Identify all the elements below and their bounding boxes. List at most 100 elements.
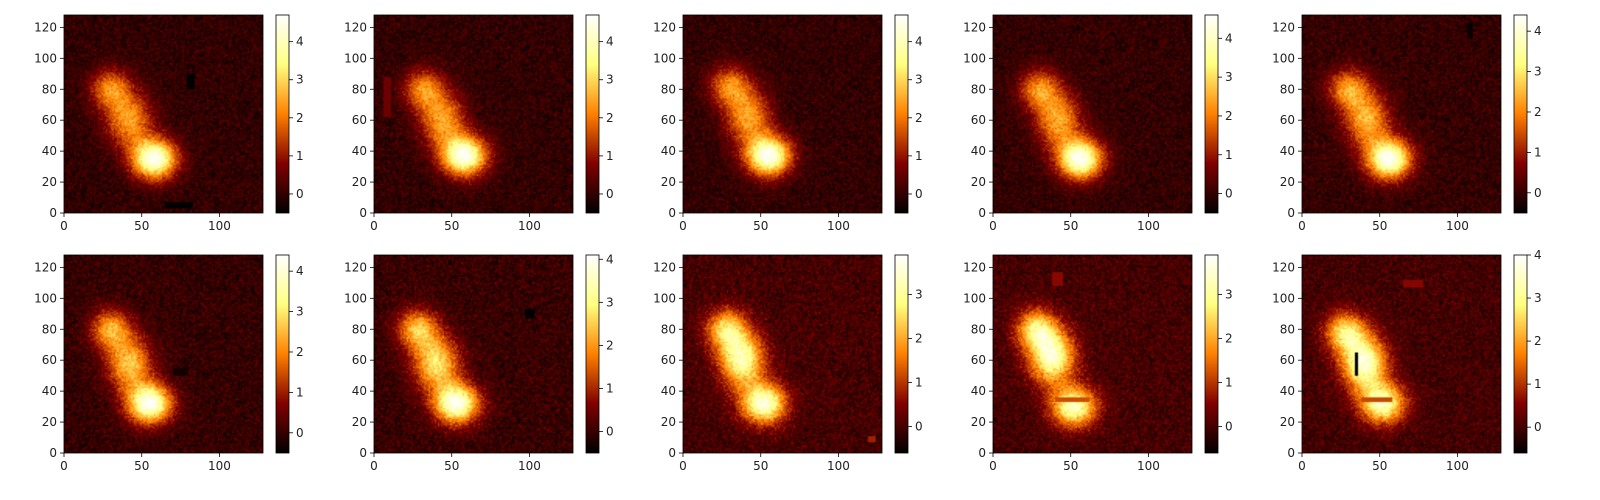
panel-4: 0 50 100 0 20 40 60 80 100 120 0 1 2 3 4 xyxy=(963,14,1233,233)
colorbar-tick-label: 3 xyxy=(915,73,923,87)
colorbar-tick-label: 0 xyxy=(1225,187,1233,201)
x-tick-label: 100 xyxy=(518,459,541,473)
colorbar-tick-label: 4 xyxy=(1534,24,1542,38)
y-tick-label: 80 xyxy=(352,82,367,96)
y-tick-label: 0 xyxy=(1287,206,1295,220)
y-tick-label: 80 xyxy=(661,322,676,336)
y-tick-label: 0 xyxy=(49,446,57,460)
colorbar xyxy=(1513,14,1528,214)
colorbar-tick-label: 3 xyxy=(1225,70,1233,84)
colorbar-tick-label: 2 xyxy=(606,111,614,125)
y-tick-label: 60 xyxy=(42,353,57,367)
y-tick-label: 120 xyxy=(963,20,986,34)
colorbar-tick-label: 1 xyxy=(606,149,614,163)
y-tick-label: 60 xyxy=(661,353,676,367)
heatmap-image xyxy=(1302,15,1501,213)
y-tick-label: 80 xyxy=(971,82,986,96)
colorbar-tick-label: 1 xyxy=(296,385,304,399)
x-tick-label: 100 xyxy=(1446,219,1469,233)
x-tick-label: 100 xyxy=(827,219,850,233)
x-tick-label: 50 xyxy=(134,459,149,473)
x-tick-label: 50 xyxy=(444,219,459,233)
x-tick-label: 100 xyxy=(1137,459,1160,473)
y-tick-label: 120 xyxy=(344,260,367,274)
y-tick-label: 80 xyxy=(1280,82,1295,96)
colorbar-tick-label: 2 xyxy=(1225,109,1233,123)
y-tick-label: 100 xyxy=(1272,291,1295,305)
y-tick-label: 60 xyxy=(352,353,367,367)
colorbar-tick-label: 3 xyxy=(606,73,614,87)
axes-frame xyxy=(682,14,883,214)
y-tick-label: 40 xyxy=(352,144,367,158)
panel-2: 0 50 100 0 20 40 60 80 100 120 0 1 2 3 4 xyxy=(344,14,614,233)
colorbar-tick-label: 0 xyxy=(1225,420,1233,434)
heatmap-image xyxy=(1302,255,1501,453)
colorbar-tick-label: 0 xyxy=(606,424,614,438)
colorbar-tick-label: 1 xyxy=(915,376,923,390)
y-tick-label: 20 xyxy=(1280,175,1295,189)
colorbar-tick-label: 4 xyxy=(1534,248,1542,262)
heatmap-image xyxy=(993,15,1192,213)
colorbar-tick-label: 3 xyxy=(296,305,304,319)
colorbar-tick-label: 4 xyxy=(296,35,304,49)
y-tick-label: 80 xyxy=(42,82,57,96)
colorbar-tick-label: 1 xyxy=(915,149,923,163)
y-tick-label: 20 xyxy=(352,415,367,429)
colorbar-tick-label: 1 xyxy=(296,149,304,163)
y-tick-label: 100 xyxy=(963,291,986,305)
x-tick-label: 0 xyxy=(679,219,687,233)
x-tick-label: 50 xyxy=(753,219,768,233)
y-tick-label: 0 xyxy=(359,206,367,220)
x-tick-label: 100 xyxy=(1137,219,1160,233)
y-tick-label: 120 xyxy=(34,20,57,34)
colorbar-tick-label: 3 xyxy=(1225,288,1233,302)
x-tick-label: 100 xyxy=(208,459,231,473)
colorbar xyxy=(1513,254,1528,454)
axes-frame xyxy=(1301,14,1502,214)
axes-frame xyxy=(992,14,1193,214)
y-tick-label: 100 xyxy=(963,51,986,65)
y-tick-label: 80 xyxy=(42,322,57,336)
colorbar-tick-label: 1 xyxy=(1225,376,1233,390)
axes-frame xyxy=(992,254,1193,454)
colorbar-tick-label: 0 xyxy=(1534,420,1542,434)
x-tick-label: 100 xyxy=(208,219,231,233)
y-tick-label: 20 xyxy=(971,175,986,189)
panel-10: 0 50 100 0 20 40 60 80 100 120 0 1 2 3 4 xyxy=(1272,248,1542,473)
y-tick-label: 60 xyxy=(42,113,57,127)
y-tick-label: 120 xyxy=(653,260,676,274)
y-tick-label: 120 xyxy=(1272,260,1295,274)
colorbar xyxy=(894,254,909,454)
colorbar-tick-label: 3 xyxy=(1534,291,1542,305)
colorbar-tick-label: 3 xyxy=(606,295,614,309)
y-tick-label: 20 xyxy=(1280,415,1295,429)
x-tick-label: 50 xyxy=(1372,219,1387,233)
y-tick-label: 100 xyxy=(653,291,676,305)
y-tick-label: 20 xyxy=(661,415,676,429)
colorbar-tick-label: 1 xyxy=(606,381,614,395)
panel-5: 0 50 100 0 20 40 60 80 100 120 0 1 2 3 4 xyxy=(1272,14,1542,233)
colorbar-tick-label: 2 xyxy=(606,338,614,352)
y-tick-label: 100 xyxy=(344,51,367,65)
y-tick-label: 20 xyxy=(42,175,57,189)
y-tick-label: 60 xyxy=(1280,113,1295,127)
colorbar-tick-label: 3 xyxy=(915,288,923,302)
colorbar-tick-label: 2 xyxy=(1225,332,1233,346)
colorbar xyxy=(1204,14,1219,214)
x-tick-label: 0 xyxy=(60,219,68,233)
x-tick-label: 0 xyxy=(1298,219,1306,233)
y-tick-label: 20 xyxy=(42,415,57,429)
colorbar xyxy=(1204,254,1219,454)
x-tick-label: 100 xyxy=(827,459,850,473)
colorbar-tick-label: 0 xyxy=(915,187,923,201)
x-tick-label: 0 xyxy=(60,459,68,473)
y-tick-label: 0 xyxy=(49,206,57,220)
y-tick-label: 60 xyxy=(661,113,676,127)
y-tick-label: 0 xyxy=(978,206,986,220)
colorbar-tick-label: 2 xyxy=(915,332,923,346)
colorbar-tick-label: 0 xyxy=(296,187,304,201)
x-tick-label: 0 xyxy=(370,459,378,473)
y-tick-label: 60 xyxy=(1280,353,1295,367)
colorbar-tick-label: 0 xyxy=(1534,186,1542,200)
y-tick-label: 40 xyxy=(661,384,676,398)
